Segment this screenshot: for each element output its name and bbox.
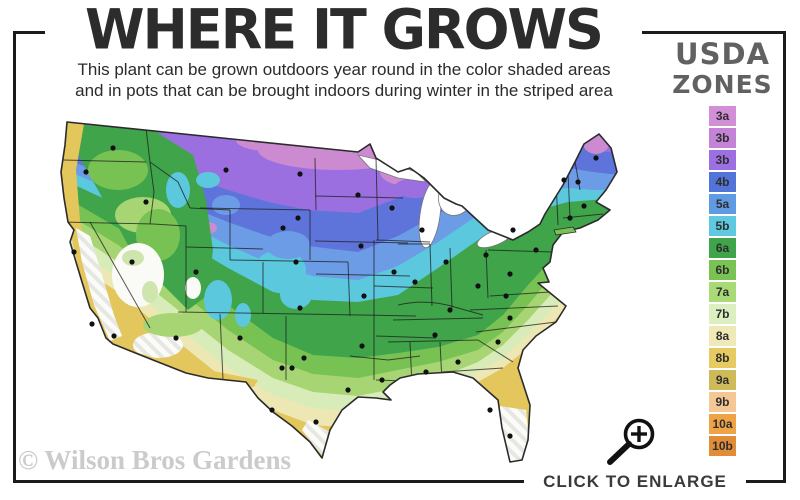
click-to-enlarge-button[interactable]: CLICK TO ENLARGE: [524, 471, 746, 493]
state-boundaries: [61, 127, 604, 387]
legend-zone-swatch: 6a: [709, 238, 736, 258]
legend-title: USDA ZONES: [655, 37, 790, 99]
legend-title-zones: ZONES: [672, 70, 773, 99]
legend-zone-swatch: 4b: [709, 172, 736, 192]
legend-title-usda: USDA: [675, 37, 770, 71]
page-title: WHERE IT GROWS: [85, 0, 604, 62]
legend-zone-swatch: 9a: [709, 370, 736, 390]
legend-zone-swatch: 10b: [709, 436, 736, 456]
watermark: © Wilson Bros Gardens: [18, 445, 291, 475]
legend-zone-swatch: 8a: [709, 326, 736, 346]
southwest-gold: [112, 346, 258, 387]
pacific-gold-strip: [61, 122, 116, 342]
legend-zone-swatch: 6b: [709, 260, 736, 280]
usda-zones-legend: USDA ZONES 3a 3b 3b 4b 5a 5b 6a 6b 7a 7b…: [655, 40, 790, 458]
legend-zone-swatch: 7a: [709, 282, 736, 302]
subtitle: This plant can be grown outdoors year ro…: [40, 59, 648, 101]
legend-zone-swatch: 9b: [709, 392, 736, 412]
legend-zone-swatch: 3b: [709, 128, 736, 148]
long-island: [553, 226, 577, 236]
legend-zone-swatch: 5a: [709, 194, 736, 214]
zone-list: 3a 3b 3b 4b 5a 5b 6a 6b 7a 7b 8a 8b 9a 9…: [655, 106, 790, 456]
legend-zone-swatch: 7b: [709, 304, 736, 324]
subtitle-line-2: and in pots that can be brought indoors …: [75, 81, 613, 100]
subtitle-line-1: This plant can be grown outdoors year ro…: [77, 60, 611, 79]
striped-area-california: [76, 228, 122, 341]
usa-outline: [60, 121, 618, 463]
legend-zone-swatch: 10a: [709, 414, 736, 434]
magnifier-plus-icon[interactable]: [601, 413, 663, 471]
city-dots: [71, 145, 599, 439]
legend-zone-swatch: 8b: [709, 348, 736, 368]
legend-zone-swatch: 3a: [709, 106, 736, 126]
west-region: [61, 122, 312, 387]
usda-zone-map[interactable]: [58, 110, 628, 472]
legend-zone-swatch: 5b: [709, 216, 736, 236]
header: WHERE IT GROWS: [45, 0, 642, 62]
legend-zone-swatch: 3b: [709, 150, 736, 170]
